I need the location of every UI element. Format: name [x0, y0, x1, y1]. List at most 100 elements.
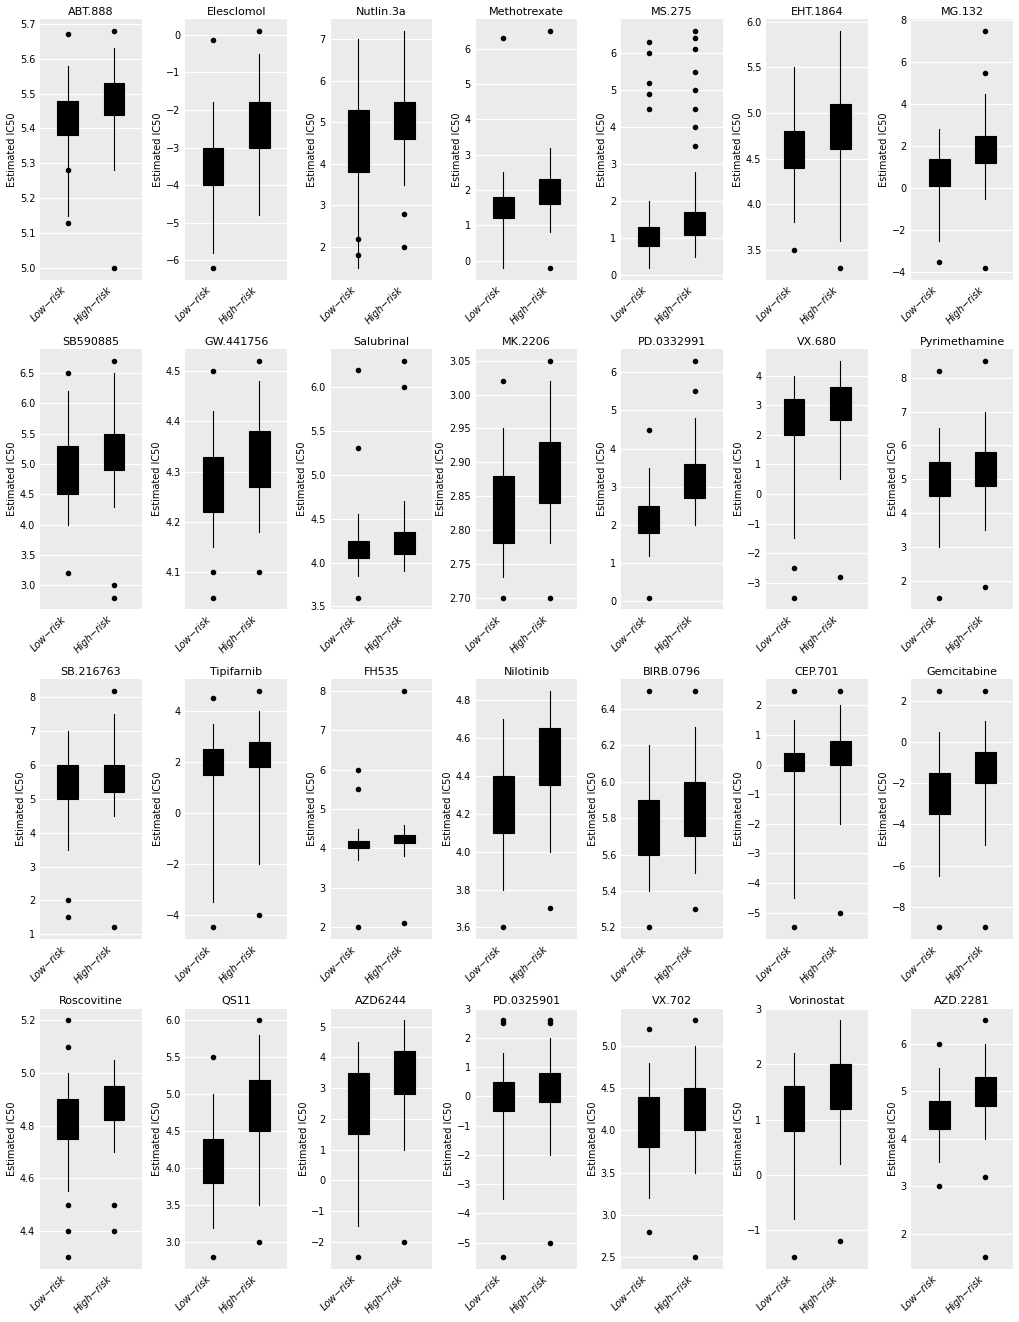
PathPatch shape — [684, 464, 704, 498]
PathPatch shape — [828, 387, 850, 420]
PathPatch shape — [393, 531, 415, 554]
Y-axis label: Estimated IC50: Estimated IC50 — [7, 442, 17, 517]
PathPatch shape — [104, 434, 124, 471]
PathPatch shape — [104, 765, 124, 792]
PathPatch shape — [638, 1096, 658, 1147]
PathPatch shape — [249, 102, 269, 148]
Title: GW.441756: GW.441756 — [204, 337, 268, 346]
Y-axis label: Estimated IC50: Estimated IC50 — [152, 1101, 162, 1177]
Title: Nutlin.3a: Nutlin.3a — [356, 7, 407, 17]
Title: Tipifarnib: Tipifarnib — [210, 666, 262, 677]
Y-axis label: Estimated IC50: Estimated IC50 — [887, 442, 897, 517]
Y-axis label: Estimated IC50: Estimated IC50 — [734, 1101, 744, 1177]
Title: AZD.2281: AZD.2281 — [933, 997, 989, 1006]
Y-axis label: Estimated IC50: Estimated IC50 — [152, 442, 162, 517]
Y-axis label: Estimated IC50: Estimated IC50 — [299, 1101, 308, 1177]
Y-axis label: Estimated IC50: Estimated IC50 — [887, 1101, 897, 1177]
Y-axis label: Estimated IC50: Estimated IC50 — [436, 442, 446, 517]
Title: AZD6244: AZD6244 — [355, 997, 407, 1006]
PathPatch shape — [57, 100, 78, 135]
Title: FH535: FH535 — [363, 666, 398, 677]
Title: MS.275: MS.275 — [650, 7, 692, 17]
Y-axis label: Estimated IC50: Estimated IC50 — [153, 772, 163, 846]
PathPatch shape — [828, 104, 850, 149]
PathPatch shape — [347, 841, 368, 849]
PathPatch shape — [203, 750, 223, 775]
Y-axis label: Estimated IC50: Estimated IC50 — [307, 772, 316, 846]
PathPatch shape — [393, 102, 415, 139]
Title: BIRB.0796: BIRB.0796 — [642, 666, 700, 677]
PathPatch shape — [393, 834, 415, 842]
PathPatch shape — [783, 1087, 804, 1130]
PathPatch shape — [974, 1077, 995, 1105]
PathPatch shape — [249, 742, 269, 767]
Title: Gemcitabine: Gemcitabine — [926, 666, 997, 677]
Title: Salubrinal: Salubrinal — [353, 337, 409, 346]
PathPatch shape — [492, 197, 514, 218]
Y-axis label: Estimated IC50: Estimated IC50 — [153, 112, 163, 186]
PathPatch shape — [492, 1081, 514, 1110]
Title: Roscovitine: Roscovitine — [59, 997, 122, 1006]
Title: EHT.1864: EHT.1864 — [790, 7, 843, 17]
Y-axis label: Estimated IC50: Estimated IC50 — [7, 1101, 17, 1177]
Title: VX.680: VX.680 — [796, 337, 837, 346]
PathPatch shape — [828, 1064, 850, 1109]
Title: MK.2206: MK.2206 — [501, 337, 550, 346]
PathPatch shape — [539, 442, 559, 502]
Title: Nilotinib: Nilotinib — [503, 666, 549, 677]
Title: Methotrexate: Methotrexate — [489, 7, 564, 17]
PathPatch shape — [539, 728, 559, 785]
PathPatch shape — [203, 456, 223, 512]
PathPatch shape — [347, 541, 368, 558]
Y-axis label: Estimated IC50: Estimated IC50 — [878, 112, 889, 186]
Y-axis label: Estimated IC50: Estimated IC50 — [587, 1101, 597, 1177]
Y-axis label: Estimated IC50: Estimated IC50 — [587, 772, 597, 846]
Title: ABT.888: ABT.888 — [68, 7, 113, 17]
PathPatch shape — [638, 227, 658, 246]
PathPatch shape — [492, 476, 514, 543]
PathPatch shape — [57, 1100, 78, 1138]
Y-axis label: Estimated IC50: Estimated IC50 — [298, 442, 307, 517]
Y-axis label: Estimated IC50: Estimated IC50 — [734, 442, 744, 517]
PathPatch shape — [974, 752, 995, 783]
Y-axis label: Estimated IC50: Estimated IC50 — [442, 772, 452, 846]
PathPatch shape — [249, 431, 269, 486]
PathPatch shape — [783, 399, 804, 435]
PathPatch shape — [928, 159, 949, 186]
PathPatch shape — [203, 148, 223, 185]
PathPatch shape — [974, 452, 995, 486]
PathPatch shape — [347, 1072, 368, 1134]
PathPatch shape — [393, 1051, 415, 1095]
Y-axis label: Estimated IC50: Estimated IC50 — [733, 112, 742, 186]
PathPatch shape — [539, 1073, 559, 1103]
PathPatch shape — [638, 800, 658, 854]
PathPatch shape — [684, 213, 704, 234]
PathPatch shape — [974, 136, 995, 163]
Title: VX.702: VX.702 — [651, 997, 691, 1006]
PathPatch shape — [684, 1088, 704, 1130]
Y-axis label: Estimated IC50: Estimated IC50 — [734, 772, 744, 846]
PathPatch shape — [203, 1138, 223, 1183]
PathPatch shape — [539, 180, 559, 204]
PathPatch shape — [57, 765, 78, 798]
Title: PD.0325901: PD.0325901 — [492, 997, 560, 1006]
Y-axis label: Estimated IC50: Estimated IC50 — [451, 112, 462, 186]
PathPatch shape — [492, 776, 514, 833]
PathPatch shape — [104, 83, 124, 115]
Title: Pyrimethamine: Pyrimethamine — [919, 337, 1004, 346]
PathPatch shape — [783, 131, 804, 168]
PathPatch shape — [828, 740, 850, 764]
PathPatch shape — [928, 773, 949, 814]
PathPatch shape — [347, 110, 368, 172]
PathPatch shape — [638, 506, 658, 533]
Y-axis label: Estimated IC50: Estimated IC50 — [307, 112, 316, 186]
Title: MG.132: MG.132 — [940, 7, 982, 17]
Y-axis label: Estimated IC50: Estimated IC50 — [443, 1101, 453, 1177]
Title: PD.0332991: PD.0332991 — [637, 337, 705, 346]
PathPatch shape — [249, 1080, 269, 1132]
PathPatch shape — [57, 446, 78, 494]
Title: QS11: QS11 — [221, 997, 251, 1006]
PathPatch shape — [104, 1087, 124, 1120]
Title: Vorinostat: Vorinostat — [788, 997, 845, 1006]
Title: Elesclomol: Elesclomol — [206, 7, 266, 17]
